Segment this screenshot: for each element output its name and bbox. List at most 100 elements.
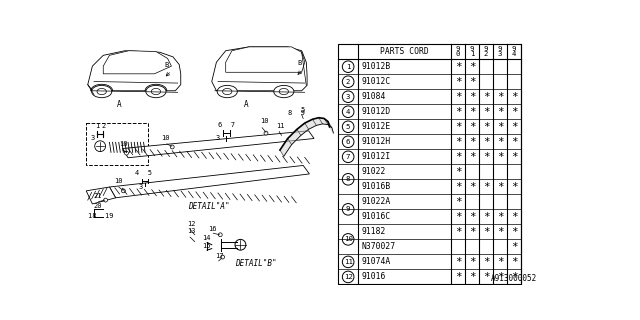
Text: 91182: 91182	[362, 228, 386, 236]
Text: 17: 17	[216, 253, 224, 259]
Text: *: *	[455, 62, 461, 72]
Text: *: *	[469, 107, 476, 117]
Polygon shape	[88, 51, 180, 91]
Text: *: *	[469, 122, 476, 132]
Text: *: *	[455, 212, 461, 222]
Text: 91012C: 91012C	[362, 77, 390, 86]
Text: 2: 2	[102, 123, 106, 129]
Text: *: *	[511, 272, 517, 282]
Text: 91016C: 91016C	[362, 212, 390, 221]
Text: 20: 20	[94, 203, 102, 209]
Ellipse shape	[279, 88, 289, 95]
Text: *: *	[455, 167, 461, 177]
Text: 3: 3	[346, 94, 351, 100]
Text: *: *	[455, 272, 461, 282]
Text: DETAIL"A": DETAIL"A"	[189, 202, 230, 211]
Text: 14: 14	[202, 235, 211, 241]
Circle shape	[104, 198, 108, 202]
Text: 91012I: 91012I	[362, 152, 390, 161]
Text: 91012D: 91012D	[362, 107, 390, 116]
Text: 10: 10	[260, 118, 268, 124]
Text: *: *	[469, 227, 476, 237]
Text: *: *	[455, 197, 461, 207]
Text: 91022: 91022	[362, 167, 386, 176]
Text: *: *	[497, 272, 503, 282]
Text: 1: 1	[95, 123, 100, 129]
Text: *: *	[511, 242, 517, 252]
Text: 9
4: 9 4	[512, 46, 516, 57]
Text: *: *	[497, 227, 503, 237]
Text: 91012E: 91012E	[362, 122, 390, 131]
Text: 6  7: 6 7	[218, 122, 235, 128]
Text: *: *	[455, 77, 461, 87]
Text: *: *	[469, 212, 476, 222]
Text: 91084: 91084	[362, 92, 386, 101]
Text: *: *	[469, 62, 476, 72]
Text: 91074A: 91074A	[362, 257, 390, 266]
Text: 3: 3	[90, 135, 94, 141]
Text: 15: 15	[202, 243, 211, 249]
Polygon shape	[297, 123, 308, 135]
Text: *: *	[497, 212, 503, 222]
Polygon shape	[123, 131, 314, 158]
Polygon shape	[103, 51, 172, 74]
Text: B: B	[164, 62, 169, 68]
Text: A: A	[244, 100, 249, 109]
Ellipse shape	[92, 85, 112, 98]
Text: 3: 3	[216, 135, 220, 141]
Text: DETAIL"B": DETAIL"B"	[235, 259, 276, 268]
Text: *: *	[511, 227, 517, 237]
Text: 12: 12	[187, 220, 195, 227]
Text: *: *	[469, 257, 476, 267]
Text: *: *	[511, 122, 517, 132]
Text: 10: 10	[114, 178, 123, 184]
Text: PARTS CORD: PARTS CORD	[380, 47, 429, 56]
Circle shape	[170, 145, 174, 149]
Text: 12: 12	[344, 274, 353, 280]
Text: 9
2: 9 2	[484, 46, 488, 57]
Text: *: *	[455, 182, 461, 192]
Text: 5: 5	[301, 107, 305, 113]
Text: *: *	[455, 257, 461, 267]
Text: *: *	[497, 122, 503, 132]
Text: A: A	[116, 100, 121, 109]
Text: 18  19: 18 19	[88, 213, 113, 219]
Text: *: *	[497, 152, 503, 162]
Text: 5: 5	[346, 124, 351, 130]
Text: 21: 21	[94, 193, 102, 199]
Text: *: *	[455, 137, 461, 147]
Text: 9
0: 9 0	[456, 46, 460, 57]
Bar	[338, 44, 521, 284]
Text: *: *	[511, 137, 517, 147]
Text: 7: 7	[346, 154, 351, 160]
Text: *: *	[511, 152, 517, 162]
Polygon shape	[109, 165, 309, 198]
Text: *: *	[511, 257, 517, 267]
Circle shape	[125, 151, 129, 155]
Text: *: *	[483, 182, 490, 192]
Text: *: *	[483, 212, 490, 222]
Text: *: *	[483, 92, 490, 102]
Text: *: *	[511, 182, 517, 192]
Text: 9
1: 9 1	[470, 46, 474, 57]
Text: 9
3: 9 3	[498, 46, 502, 57]
Text: *: *	[483, 152, 490, 162]
Text: *: *	[483, 227, 490, 237]
Ellipse shape	[217, 85, 237, 98]
Text: *: *	[455, 107, 461, 117]
Text: *: *	[455, 227, 461, 237]
Text: *: *	[455, 122, 461, 132]
Polygon shape	[312, 118, 323, 125]
Text: 16: 16	[208, 226, 216, 232]
Text: *: *	[483, 272, 490, 282]
Polygon shape	[86, 187, 116, 204]
Text: 8  9: 8 9	[288, 110, 305, 116]
Text: 4  5: 4 5	[135, 171, 152, 176]
Ellipse shape	[223, 88, 232, 95]
Polygon shape	[319, 118, 328, 124]
Text: *: *	[483, 107, 490, 117]
Circle shape	[122, 189, 125, 193]
Circle shape	[264, 131, 268, 135]
Ellipse shape	[274, 85, 294, 98]
Text: 9: 9	[346, 206, 351, 212]
